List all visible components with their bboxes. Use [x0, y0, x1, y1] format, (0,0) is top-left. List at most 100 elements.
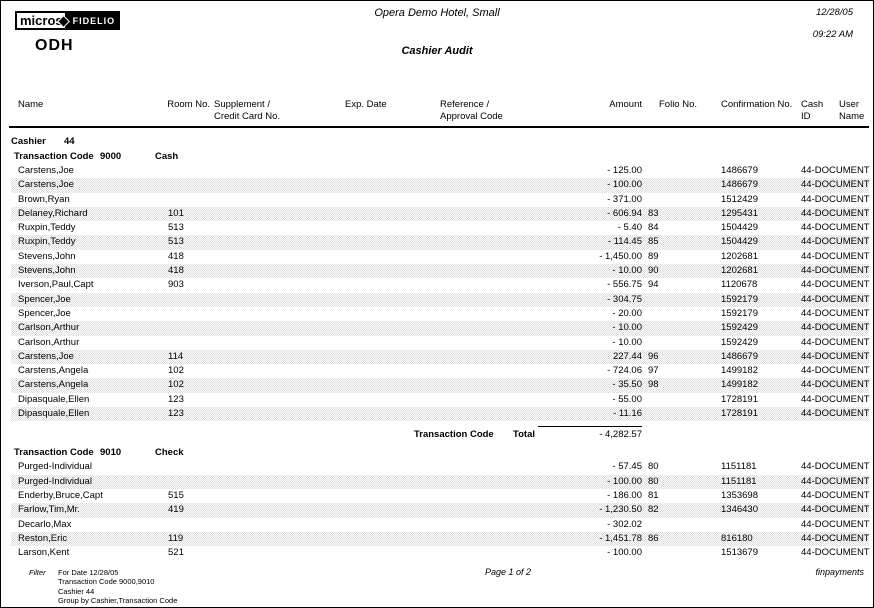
- cell-guest-name: Spencer,Joe: [18, 307, 71, 319]
- cell-room-no: 513: [168, 222, 184, 234]
- cell-reference: [440, 518, 538, 532]
- cell-amount: - 11.16: [613, 408, 642, 420]
- cell-guest-name: Delaney,Richard: [18, 207, 88, 219]
- table-row: Brown,Ryan - 371.00 1512429 44-DOCUMENT: [11, 193, 870, 207]
- cell-amount: - 606.94: [607, 207, 642, 219]
- cell-supplement: [210, 321, 345, 335]
- cell-exp-date: [345, 407, 440, 421]
- cell-guest-name: Dipasquale,Ellen: [18, 393, 90, 405]
- cell-amount: - 100.00: [607, 475, 642, 487]
- cell-guest-name: Carstens,Joe: [18, 179, 74, 191]
- column-header-reference: Reference / Approval Code: [440, 99, 538, 123]
- table-row: Carstens,Joe - 100.00 1486679 44-DOCUMEN…: [11, 178, 870, 193]
- cashier-label: Cashier: [11, 136, 46, 147]
- cell-supplement: [210, 207, 345, 221]
- cell-amount: - 302.02: [607, 518, 642, 530]
- cell-room-no: 123: [168, 408, 184, 420]
- total-label: Total: [513, 429, 535, 441]
- cell-guest-name: Reston,Eric: [18, 532, 68, 544]
- cell-supplement: [210, 364, 345, 378]
- micros-logo-text: micros: [15, 11, 65, 30]
- fidelio-logo-text: FIDELIO: [64, 11, 121, 30]
- cell-folio-no: 94: [648, 279, 659, 291]
- cell-cashid-username: 44-DOCUMENT: [801, 475, 870, 487]
- cell-exp-date: [345, 350, 440, 364]
- cell-reference: [440, 336, 538, 350]
- cell-guest-name: Iverson,Paul,Capt: [18, 279, 94, 291]
- cell-reference: [440, 393, 538, 407]
- cell-room-no: 102: [168, 379, 184, 391]
- table-row: Stevens,John 418 - 10.00 90 1202681 44-D…: [11, 264, 870, 279]
- cell-supplement: [210, 336, 345, 350]
- cell-exp-date: [345, 264, 440, 278]
- cell-guest-name: Spencer,Joe: [18, 293, 71, 305]
- column-header-user-name: User Name: [839, 99, 865, 122]
- transaction-code-total-row: Transaction Code Total - 4,282.57: [414, 426, 869, 443]
- transaction-sections: Transaction Code 9000 Cash Carstens,Joe …: [11, 149, 870, 560]
- cell-folio-no: 90: [648, 265, 659, 277]
- cell-confirmation-no: 1504429: [721, 236, 758, 248]
- section-rows: Purged-Individual - 57.45 80 1151181 44-…: [11, 460, 870, 560]
- cell-cashid-username: 44-DOCUMENT: [801, 307, 870, 319]
- cell-room-no: 515: [168, 489, 184, 501]
- cell-exp-date: [345, 193, 440, 207]
- table-row: Farlow,Tim,Mr. 419 - 1,230.50 82 1346430…: [11, 503, 870, 518]
- cell-supplement: [210, 164, 345, 178]
- cell-reference: [440, 407, 538, 421]
- cell-cashid-username: 44-DOCUMENT: [801, 265, 870, 277]
- cell-amount: - 57.45: [612, 461, 642, 473]
- table-row: Purged-Individual - 100.00 80 1151181 44…: [11, 474, 870, 489]
- cell-confirmation-no: 1346430: [721, 504, 758, 516]
- cell-room-no: 513: [168, 236, 184, 248]
- cell-cashid-username: 44-DOCUMENT: [801, 293, 870, 305]
- table-row: Ruxpin,Teddy 513 - 5.40 84 1504429 44-DO…: [11, 221, 870, 235]
- cell-amount: - 304.75: [607, 293, 642, 305]
- cell-exp-date: [345, 532, 440, 546]
- header-rule: [9, 126, 869, 128]
- cell-confirmation-no: 1295431: [721, 207, 758, 219]
- table-row: Enderby,Bruce,Capt 515 - 186.00 81 13536…: [11, 489, 870, 503]
- cell-confirmation-no: 1592179: [721, 307, 758, 319]
- cell-confirmation-no: 1728191: [721, 393, 758, 405]
- table-row: Spencer,Joe - 304.75 1592179 44-DOCUMENT: [11, 292, 870, 307]
- column-header-room-no: Room No.: [167, 99, 210, 110]
- cell-folio-no: [642, 321, 721, 335]
- cell-confirmation-no: 1592179: [721, 293, 758, 305]
- cell-supplement: [210, 460, 345, 474]
- cell-folio-no: [642, 407, 721, 421]
- transaction-code-value: 9000: [100, 151, 122, 162]
- cell-cashid-username: 44-DOCUMENT: [801, 207, 870, 219]
- cell-reference: [440, 307, 538, 321]
- cell-room-no: 418: [168, 265, 184, 277]
- cell-folio-no: 81: [648, 489, 659, 501]
- cell-supplement: [210, 393, 345, 407]
- cell-confirmation-no: 1486679: [721, 179, 758, 191]
- cashier-number: 44: [64, 136, 75, 147]
- report-footer: Filter For Date 12/28/05 Transaction Cod…: [1, 567, 873, 605]
- cell-supplement: [210, 532, 345, 546]
- cell-room-no: 102: [168, 365, 184, 377]
- cell-reference: [440, 321, 538, 335]
- cell-exp-date: [345, 503, 440, 517]
- cell-cashid-username: 44-DOCUMENT: [801, 236, 870, 248]
- cell-confirmation-no: 1592429: [721, 336, 758, 348]
- cell-cashid-username: 44-DOCUMENT: [801, 179, 870, 191]
- cell-room-no: 521: [168, 547, 184, 559]
- cell-amount: - 35.50: [612, 379, 642, 391]
- filter-criteria: For Date 12/28/05 Transaction Code 9000,…: [58, 568, 177, 605]
- cell-reference: [440, 350, 538, 364]
- cell-reference: [440, 278, 538, 292]
- cell-reference: [440, 532, 538, 546]
- column-header-confirmation-no: Confirmation No.: [721, 99, 793, 110]
- table-row: Stevens,John 418 - 1,450.00 89 1202681 4…: [11, 250, 870, 264]
- column-header-supplement: Supplement / Credit Card No.: [210, 99, 345, 123]
- cell-guest-name: Carstens,Joe: [18, 350, 74, 362]
- hotel-code: ODH: [35, 37, 74, 54]
- cell-room-no: [166, 321, 210, 335]
- cell-room-no: [166, 475, 210, 489]
- column-header-exp-date: Exp. Date: [345, 99, 387, 110]
- cell-folio-no: 98: [648, 379, 659, 391]
- table-row: Decarlo,Max - 302.02 44-DOCUMENT: [11, 518, 870, 532]
- cell-folio-no: 80: [648, 475, 659, 487]
- cell-exp-date: [345, 475, 440, 489]
